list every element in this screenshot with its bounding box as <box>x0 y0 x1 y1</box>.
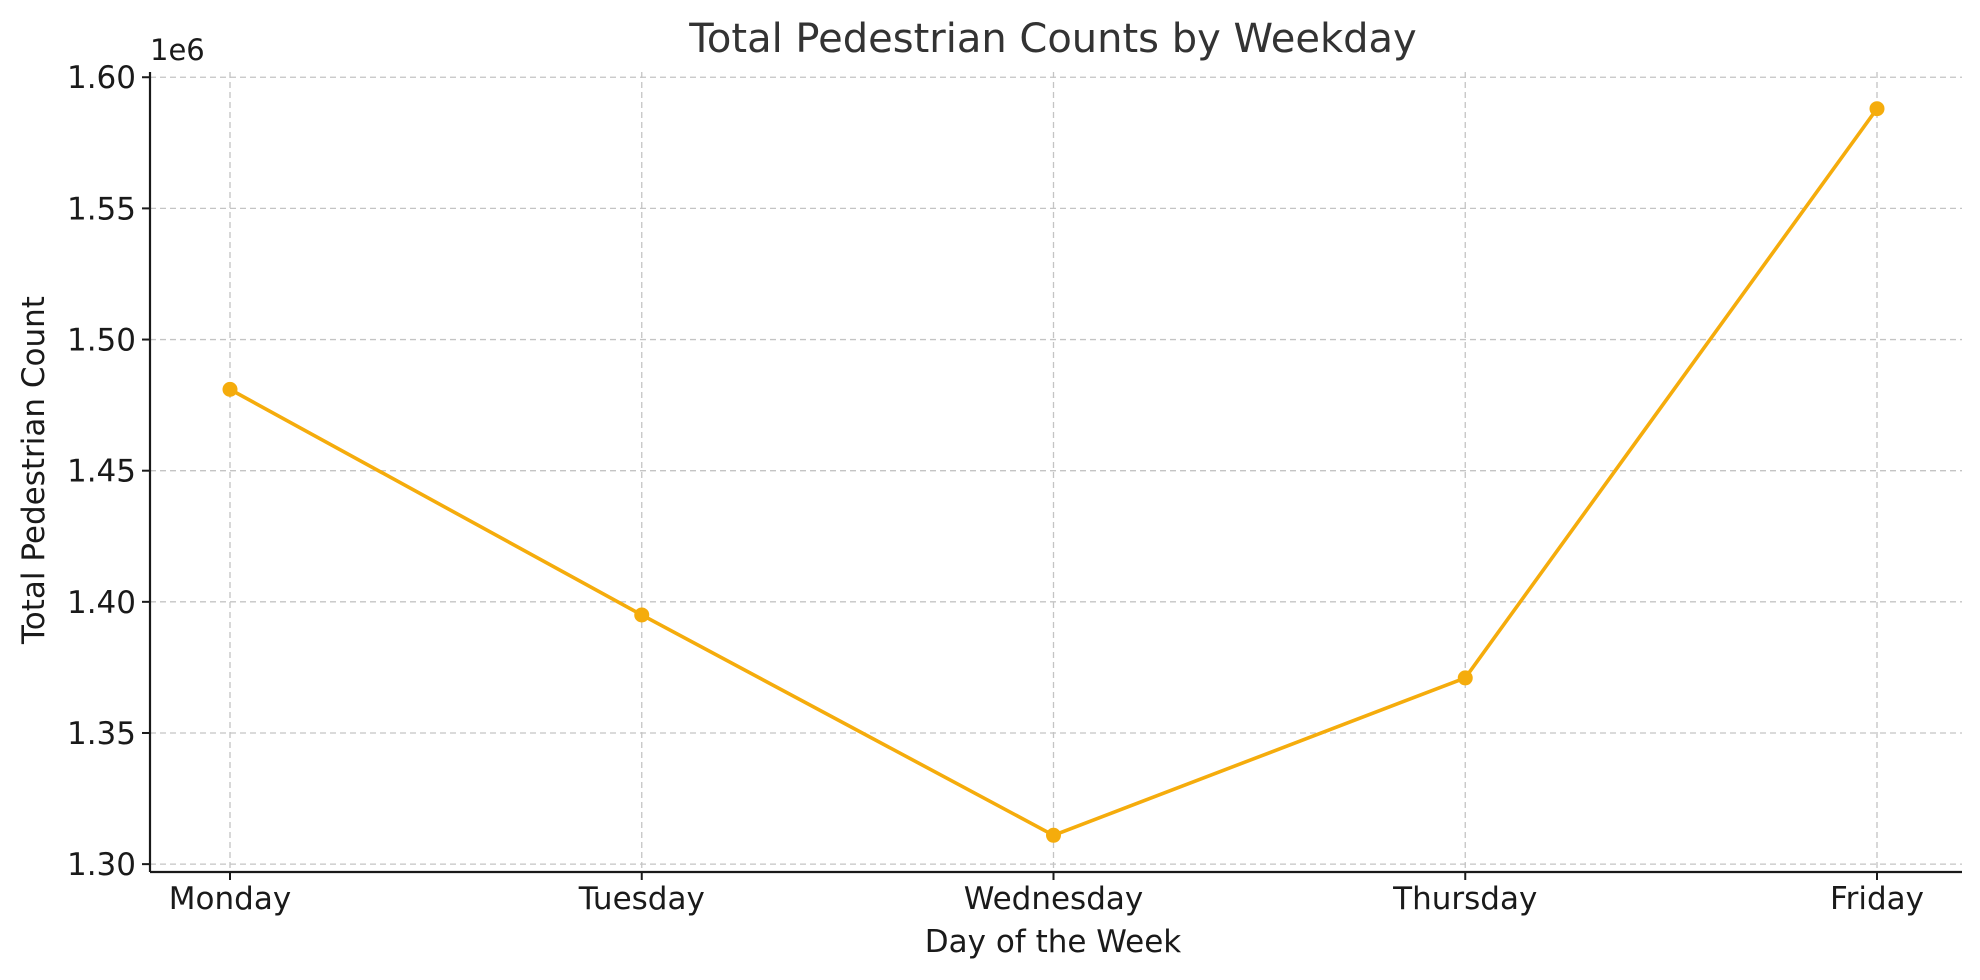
y-axis-offset-label: 1e6 <box>150 33 205 67</box>
data-point <box>1046 827 1061 843</box>
data-point <box>1869 101 1885 117</box>
y-tick-label: 1.60 <box>67 60 136 96</box>
y-tick-label: 1.35 <box>67 716 136 752</box>
x-axis-label: Day of the Week <box>925 924 1182 960</box>
data-point <box>222 381 238 397</box>
data-point <box>1457 670 1473 686</box>
y-tick-label: 1.40 <box>67 585 136 621</box>
y-axis-label: Total Pedestrian Count <box>16 296 52 645</box>
y-tick-label: 1.45 <box>67 454 136 490</box>
x-tick-label: Monday <box>169 881 291 917</box>
series-layer <box>222 101 1885 843</box>
y-tick-label: 1.55 <box>67 191 136 227</box>
grid-layer <box>150 72 1962 872</box>
chart-title: Total Pedestrian Counts by Weekday <box>688 16 1416 62</box>
x-tick-label: Friday <box>1830 881 1924 917</box>
x-tick-label: Tuesday <box>578 881 705 917</box>
axes-layer <box>142 72 1962 880</box>
x-tick-label: Thursday <box>1392 881 1537 917</box>
data-point <box>634 607 650 623</box>
y-tick-label: 1.50 <box>67 323 136 359</box>
x-tick-label: Wednesday <box>964 881 1143 917</box>
y-tick-label: 1.30 <box>67 847 136 883</box>
text-layer: Total Pedestrian Counts by Weekday Day o… <box>16 16 1924 960</box>
